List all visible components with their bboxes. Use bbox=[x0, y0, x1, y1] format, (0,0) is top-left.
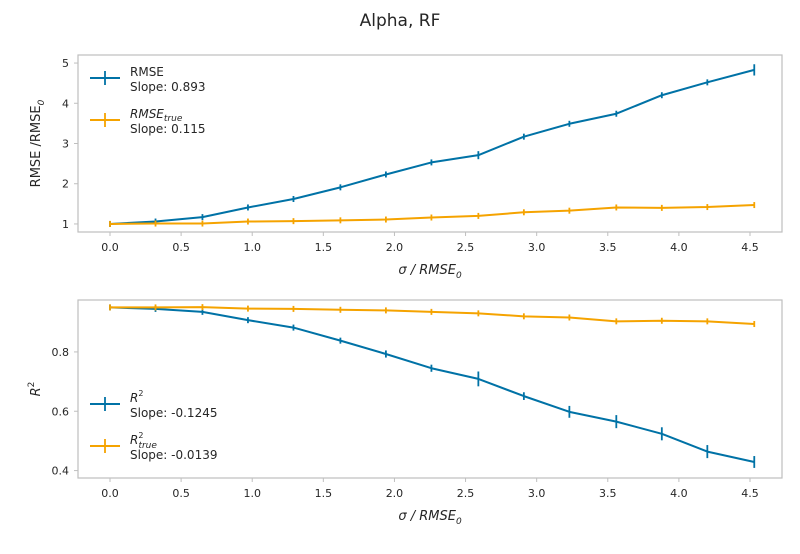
x-axis-label: σ / RMSE0 bbox=[398, 263, 462, 281]
series-1 bbox=[109, 304, 756, 468]
legend-name-main: R bbox=[130, 433, 138, 447]
x-tick-label: 0.5 bbox=[172, 487, 190, 500]
x-tick-label: 4.0 bbox=[670, 487, 688, 500]
x-axis-label: σ / RMSE0 bbox=[398, 509, 462, 527]
legend-name-sub: true bbox=[164, 114, 183, 124]
x-axis-label-main: σ / RMSE bbox=[398, 509, 456, 524]
x-tick-label: 0.5 bbox=[172, 241, 190, 254]
series-line bbox=[109, 68, 755, 225]
x-tick-label: 1.0 bbox=[243, 241, 261, 254]
x-tick-label: 3.5 bbox=[599, 241, 617, 254]
x-axis-label-sub: 0 bbox=[456, 271, 462, 281]
legend-series-name: R2 true bbox=[130, 431, 157, 451]
x-tick-label: 0.0 bbox=[101, 241, 119, 254]
x-tick-label: 3.0 bbox=[528, 487, 546, 500]
y-axis-label-sub: 0 bbox=[37, 99, 47, 105]
legend-name-main: R bbox=[130, 391, 138, 405]
y-axis-label: RMSE /RMSE0 bbox=[29, 99, 47, 187]
r2-panel: 0.0 0.5 1.0 1.5 2.0 2.5 3.0 3.5 4.0 4.5 0.4 0.6 0.8 σ… bbox=[27, 299, 783, 527]
y-axis-label: R2 bbox=[27, 382, 44, 397]
axes-frame bbox=[77, 299, 783, 479]
x-tick-label: 2.0 bbox=[386, 487, 404, 500]
legend-series-name: RMSE bbox=[130, 65, 164, 79]
legend-slope: Slope: -0.1245 bbox=[130, 406, 217, 420]
x-tick-label: 2.5 bbox=[457, 487, 475, 500]
x-tick-label: 0.0 bbox=[101, 487, 119, 500]
y-axis-label-main: RMSE /RMSE bbox=[29, 105, 44, 187]
y-tick-label: 1 bbox=[62, 218, 69, 231]
x-tick-label: 4.0 bbox=[670, 241, 688, 254]
x-tick-label: 4.5 bbox=[741, 241, 759, 254]
y-tick-label: 0.4 bbox=[52, 465, 70, 478]
x-axis-label-main: σ / RMSE bbox=[398, 263, 456, 278]
legend-name-main: RMSE bbox=[130, 65, 164, 79]
rmse-panel: 0.0 0.5 1.0 1.5 2.0 2.5 3.0 3.5 4.0 4.5 1 2 3 4 5 σ / R… bbox=[29, 54, 783, 281]
y-tick-label: 2 bbox=[62, 178, 69, 191]
legend-name-sup: 2 bbox=[138, 431, 143, 440]
y-tick-label: 4 bbox=[62, 97, 69, 110]
x-tick-label: 1.5 bbox=[315, 241, 333, 254]
x-tick-label: 4.5 bbox=[741, 487, 759, 500]
legend-slope: Slope: 0.115 bbox=[130, 122, 206, 136]
x-tick-label: 2.0 bbox=[386, 241, 404, 254]
y-tick-label: 0.6 bbox=[52, 405, 70, 418]
legend-name-sup: 2 bbox=[138, 389, 143, 398]
legend-slope: Slope: 0.893 bbox=[130, 80, 206, 94]
series-1 bbox=[109, 64, 756, 227]
legend-name-sub: true bbox=[138, 441, 157, 451]
y-tick-label: 3 bbox=[62, 138, 69, 151]
y-axis-label-main: R bbox=[29, 387, 44, 396]
x-tick-label: 3.0 bbox=[528, 241, 546, 254]
x-axis-label-sub: 0 bbox=[456, 517, 462, 527]
legend-slope: Slope: -0.0139 bbox=[130, 448, 217, 462]
figure-title: Alpha, RF bbox=[360, 11, 441, 31]
x-tick-label: 1.5 bbox=[315, 487, 333, 500]
legend-series-name: R2 bbox=[130, 389, 143, 405]
y-axis-label-sup: 2 bbox=[27, 382, 37, 388]
x-tick-label: 2.5 bbox=[457, 241, 475, 254]
x-tick-label: 3.5 bbox=[599, 487, 617, 500]
legend-name-main: RMSE bbox=[130, 107, 164, 121]
x-tick-label: 1.0 bbox=[243, 487, 261, 500]
series-line bbox=[109, 306, 755, 463]
y-tick-label: 0.8 bbox=[52, 346, 70, 359]
series-2 bbox=[109, 202, 756, 227]
series-2 bbox=[109, 304, 756, 328]
legend-series-name: RMSEtrue bbox=[130, 107, 183, 124]
series-line bbox=[109, 204, 755, 225]
y-tick-label: 5 bbox=[62, 57, 69, 70]
